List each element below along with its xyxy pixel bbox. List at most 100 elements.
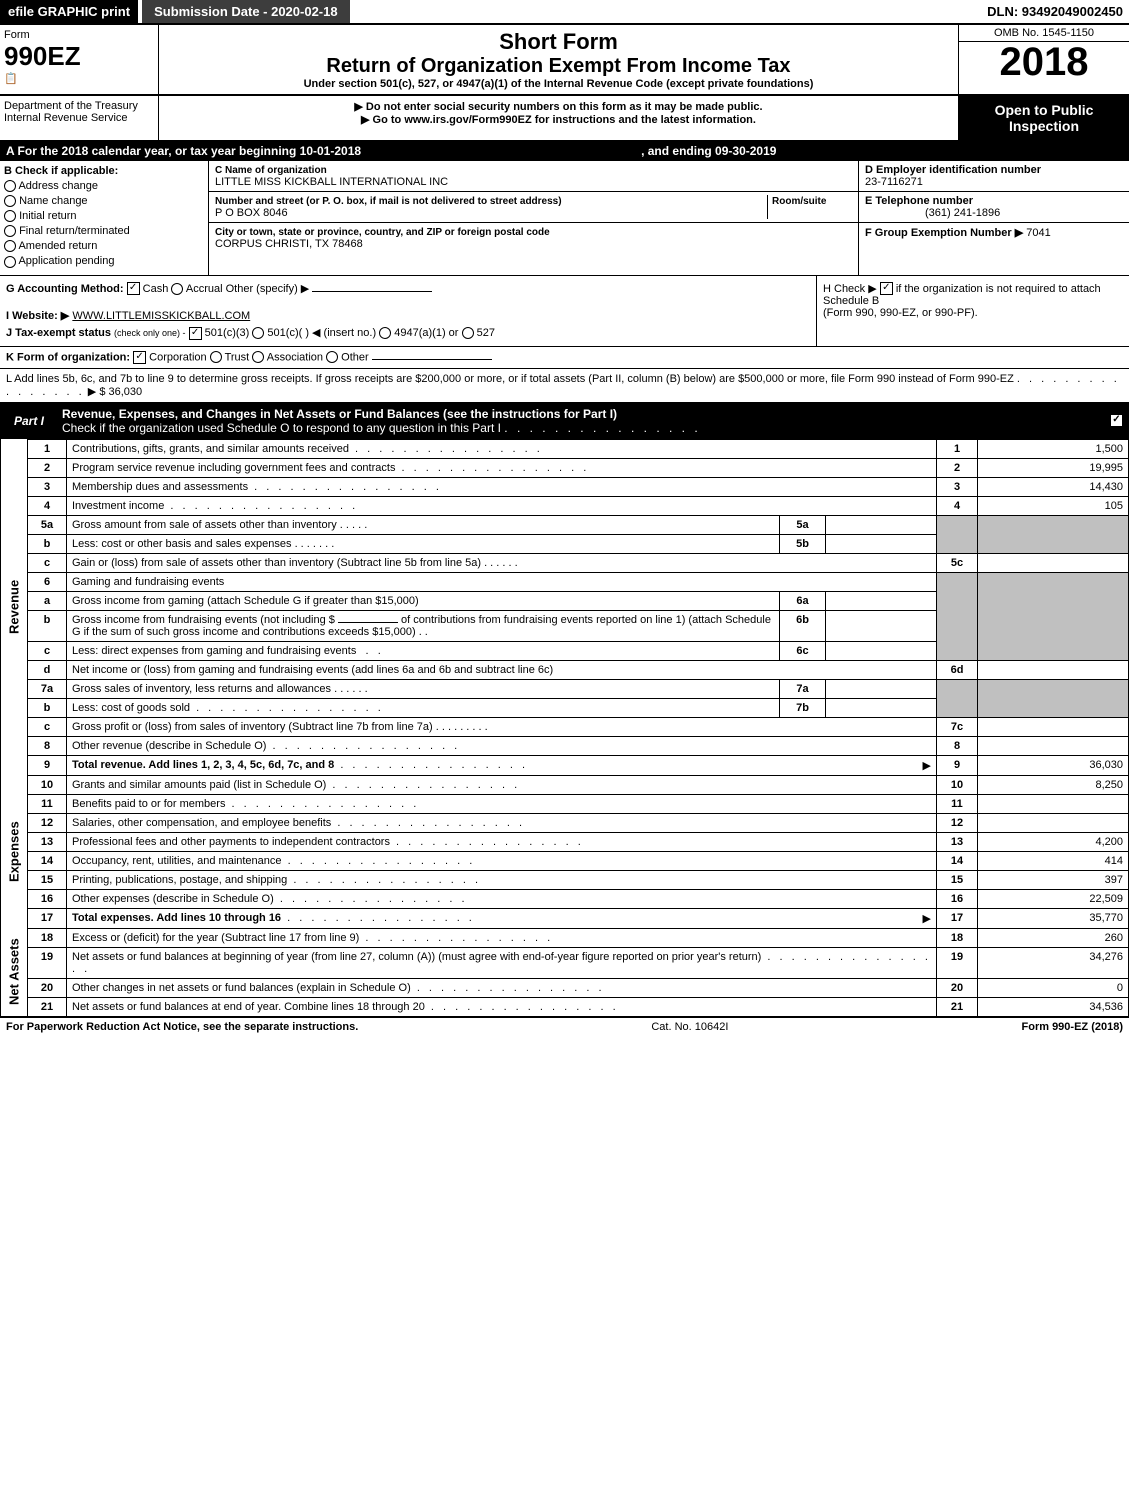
line-4-value: 105 [978,496,1129,515]
dots [349,443,543,455]
amended-return-radio[interactable] [4,240,16,252]
irs-label: Internal Revenue Service [4,112,128,124]
cash-checkbox[interactable] [127,282,140,295]
h-checkbox[interactable] [880,282,893,295]
line-17-num: 17 [28,908,67,928]
501c-radio[interactable] [252,327,264,339]
line-1-num: 1 [28,439,67,458]
line-5a-desc: Gross amount from sale of assets other t… [72,519,337,531]
entity-block: B Check if applicable: Address change Na… [0,161,1129,276]
dots [425,1001,619,1013]
group-exemption-value: 7041 [1026,227,1050,239]
trust-radio[interactable] [210,351,222,363]
org-name-value: LITTLE MISS KICKBALL INTERNATIONAL INC [215,176,448,188]
dots [164,500,358,512]
line-12-value [978,813,1129,832]
4947-radio[interactable] [379,327,391,339]
line-6b-desc: Gross income from fundraising events (no… [72,614,335,626]
other-org-radio[interactable] [326,351,338,363]
line-5c-desc: Gain or (loss) from sale of assets other… [72,557,481,569]
corporation-label: Corporation [149,351,206,363]
line-5c-num: c [28,553,67,572]
open-public-box: Open to Public Inspection [958,96,1129,140]
line-5b-sub: 5b [780,534,826,553]
cash-label: Cash [143,283,169,295]
name-change-label: Name change [19,195,88,207]
line-21-value: 34,536 [978,997,1129,1016]
schedule-o-checkbox[interactable] [1110,414,1123,427]
initial-return-radio[interactable] [4,210,16,222]
application-pending-radio[interactable] [4,256,16,268]
line-16-result-num: 16 [937,889,978,908]
form-word: Form [4,29,154,41]
final-return-radio[interactable] [4,225,16,237]
instructions-center: ▶ Do not enter social security numbers o… [159,96,958,140]
line-14-value: 414 [978,851,1129,870]
other-org-input[interactable] [372,359,492,360]
line-17-desc: Total expenses. Add lines 10 through 16 [72,912,281,924]
line-4-desc: Investment income [72,500,164,512]
6b-input[interactable] [338,622,398,623]
ein-value: 23-7116271 [865,176,923,188]
line-12-result-num: 12 [937,813,978,832]
line-6a-sub: 6a [780,591,826,610]
other-specify-label: Other (specify) ▶ [226,283,310,295]
city-value: CORPUS CHRISTI, TX 78468 [215,238,363,250]
website-link[interactable]: WWW.LITTLEMISSKICKBALL.COM [72,310,250,322]
l-row: L Add lines 5b, 6c, and 7b to line 9 to … [0,369,1129,403]
org-name-cell: C Name of organization LITTLE MISS KICKB… [209,161,858,192]
527-label: 527 [477,327,495,339]
dots [266,740,460,752]
h-check-label: H Check ▶ [823,283,877,295]
submission-date-button[interactable]: Submission Date - 2020-02-18 [142,0,350,23]
lines-table: Revenue 1 Contributions, gifts, grants, … [0,439,1129,1017]
line-19-num: 19 [28,947,67,978]
room-label: Room/suite [772,196,826,207]
line-7c-desc: Gross profit or (loss) from sales of inv… [72,721,433,733]
short-form-title: Short Form [163,29,954,55]
line-19-desc: Net assets or fund balances at beginning… [72,951,761,963]
street-cell: Number and street (or P. O. box, if mail… [209,192,858,223]
corporation-checkbox[interactable] [133,351,146,364]
line-6-desc: Gaming and fundraising events [67,572,937,591]
line-20-num: 20 [28,978,67,997]
address-change-radio[interactable] [4,180,16,192]
k-label: K Form of organization: [6,351,130,363]
association-radio[interactable] [252,351,264,363]
association-label: Association [267,351,323,363]
line-3-value: 14,430 [978,477,1129,496]
line-11-desc: Benefits paid to or for members [72,798,225,810]
efile-print-button[interactable]: efile GRAPHIC print [0,0,138,23]
line-11-result-num: 11 [937,794,978,813]
h-schedule-b: H Check ▶ if the organization is not req… [817,276,1129,346]
line-10-num: 10 [28,775,67,794]
line-5a-sub: 5a [780,515,826,534]
501c3-checkbox[interactable] [189,327,202,340]
expenses-side-label: Expenses [1,775,28,928]
instructions-link[interactable]: ▶ Go to www.irs.gov/Form990EZ for instru… [361,114,756,126]
line-17-arrow: ▶ [923,912,931,925]
form-number: 990EZ [4,41,154,72]
line-21-desc: Net assets or fund balances at end of ye… [72,1001,425,1013]
line-19-result-num: 19 [937,947,978,978]
name-change-radio[interactable] [4,195,16,207]
line-14-desc: Occupancy, rent, utilities, and maintena… [72,855,282,867]
grey-cell [978,679,1129,717]
website-label: I Website: ▶ [6,310,69,322]
l-arrow: ▶ $ [88,386,106,398]
revenue-side-label: Revenue [1,439,28,775]
line-9-value: 36,030 [978,755,1129,775]
accrual-radio[interactable] [171,283,183,295]
top-bar: efile GRAPHIC print Submission Date - 20… [0,0,1129,25]
other-specify-input[interactable] [312,291,432,292]
line-10-result-num: 10 [937,775,978,794]
gh-row: G Accounting Method: Cash Accrual Other … [0,276,1129,347]
line-2-result-num: 2 [937,458,978,477]
line-21-result-num: 21 [937,997,978,1016]
dots [281,912,475,924]
line-13-value: 4,200 [978,832,1129,851]
527-radio[interactable] [462,327,474,339]
accrual-label: Accrual [186,283,223,295]
line-6d-result-num: 6d [937,660,978,679]
line-16-desc: Other expenses (describe in Schedule O) [72,893,274,905]
